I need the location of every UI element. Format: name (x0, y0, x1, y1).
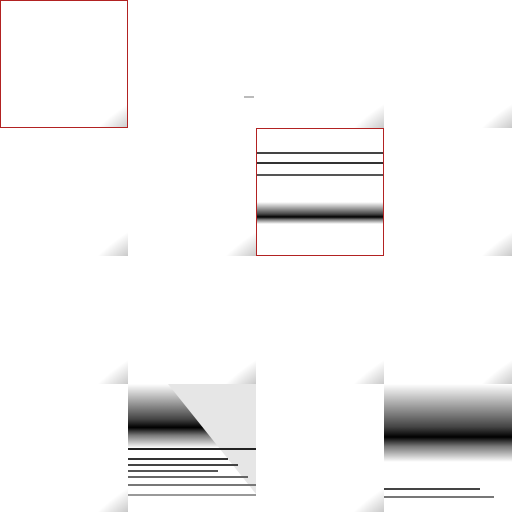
image-tile-2-3[interactable] (256, 128, 384, 256)
image-tile-1-2[interactable] (128, 0, 256, 128)
tile-image (128, 128, 256, 256)
image-tile-2-2[interactable] (128, 128, 256, 256)
image-tile-3-3[interactable] (256, 256, 384, 384)
image-tile-2-4[interactable] (384, 128, 512, 256)
tile-image (128, 384, 256, 512)
tile-image (0, 128, 128, 256)
tile-image (384, 128, 512, 256)
tile-image (0, 384, 128, 512)
image-tile-1-4[interactable] (384, 0, 512, 128)
image-tile-4-3[interactable] (256, 384, 384, 512)
tile-image (0, 0, 128, 128)
tile-image (128, 256, 256, 384)
tile-image (0, 256, 128, 384)
tile-image (384, 384, 512, 512)
image-tile-3-1[interactable] (0, 256, 128, 384)
image-tile-1-1[interactable] (0, 0, 128, 128)
tile-image (256, 384, 384, 512)
tile-image (384, 0, 512, 128)
tile-image (256, 0, 384, 128)
tile-image (256, 128, 384, 256)
tile-image (256, 256, 384, 384)
image-tile-2-1[interactable] (0, 128, 128, 256)
image-tile-1-3[interactable] (256, 0, 384, 128)
tile-image (128, 0, 256, 128)
image-tile-3-4[interactable] (384, 256, 512, 384)
image-tile-4-2[interactable] (128, 384, 256, 512)
image-tile-3-2[interactable] (128, 256, 256, 384)
tile-image (384, 256, 512, 384)
image-tile-4-4[interactable] (384, 384, 512, 512)
image-tile-4-1[interactable] (0, 384, 128, 512)
